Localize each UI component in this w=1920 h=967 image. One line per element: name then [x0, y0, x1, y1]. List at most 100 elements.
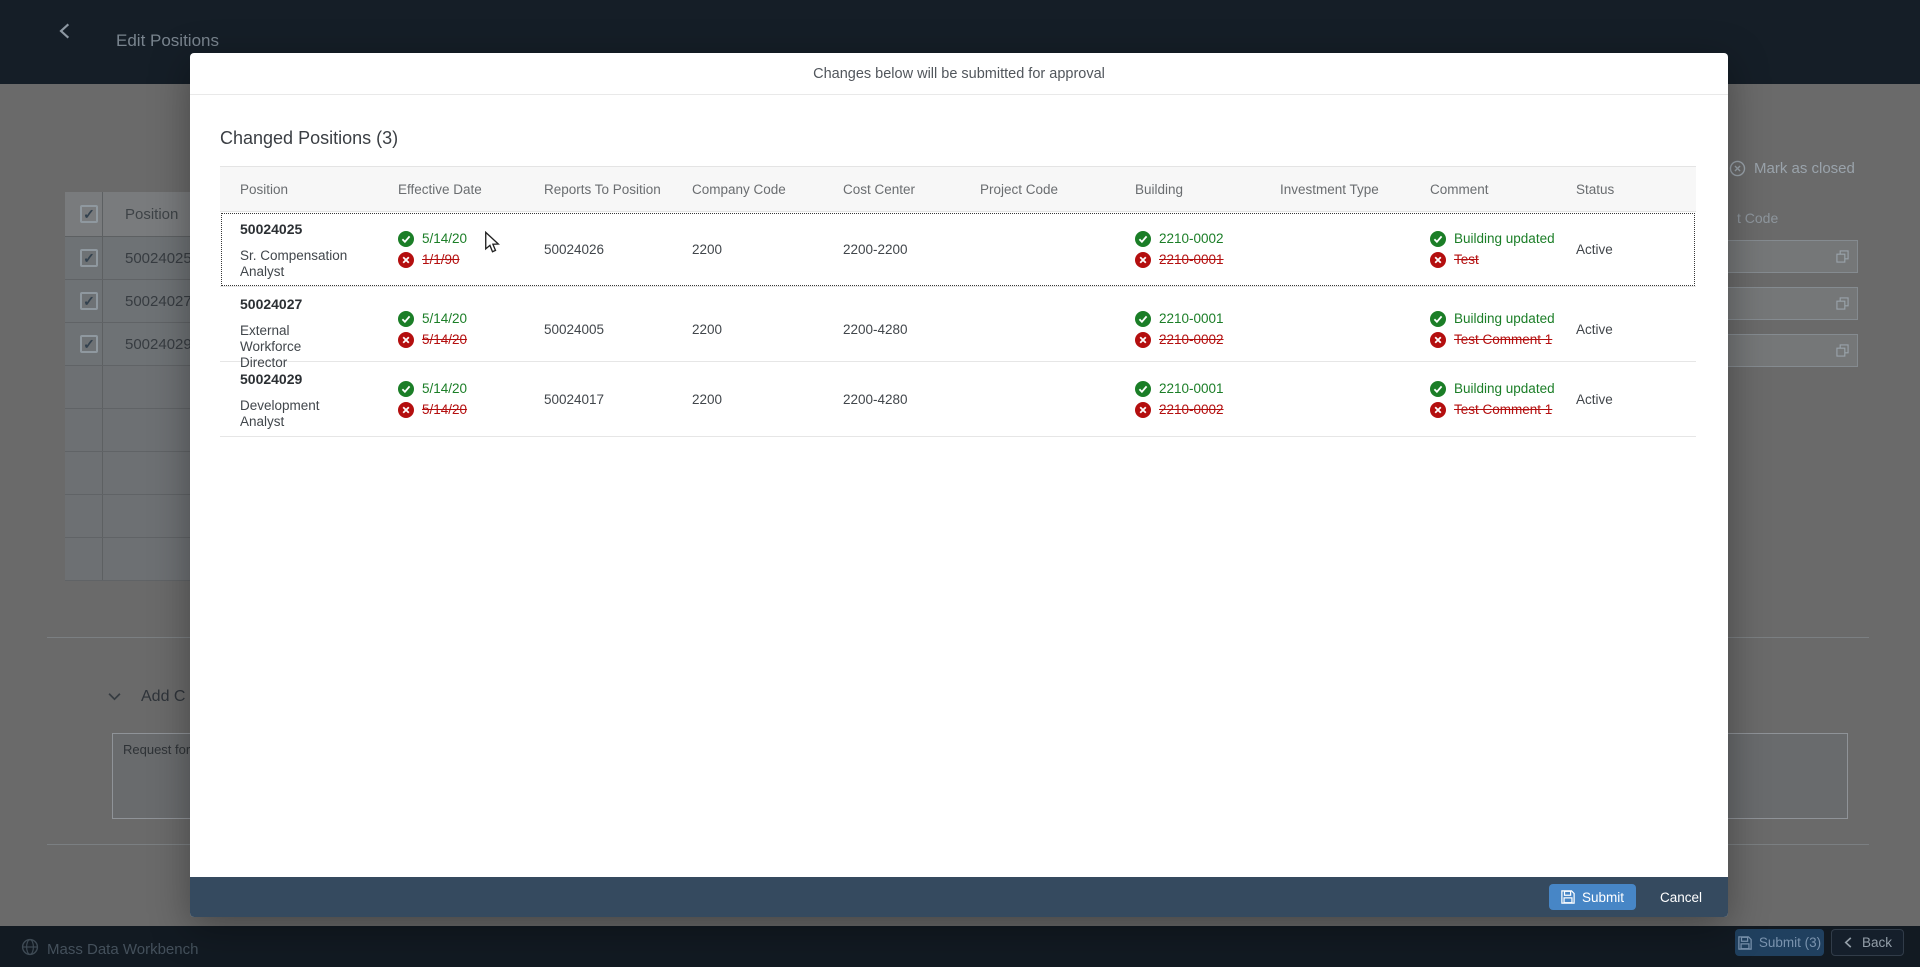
column-header: Project Code	[980, 181, 1059, 197]
decline-circle-icon	[1430, 401, 1446, 418]
table-row[interactable]: 50024029 Development Analyst 5/14/20 5/1…	[220, 362, 1696, 437]
check-circle-icon	[398, 380, 414, 397]
old-value: 5/14/20	[422, 332, 468, 347]
column-header: Investment Type	[1280, 181, 1379, 197]
submit-label: Submit	[1581, 889, 1624, 905]
globe-icon	[21, 938, 39, 960]
page-submit-label: Submit (3)	[1758, 935, 1822, 950]
column-header: Comment	[1430, 181, 1489, 197]
product-label-group: Mass Data Workbench	[21, 938, 198, 960]
status-cell: Active	[1576, 241, 1613, 257]
chevron-left-icon	[1843, 937, 1854, 948]
background-partial-column-header: t Code	[1737, 210, 1779, 226]
column-header: Position	[240, 181, 289, 197]
old-value: 2210-0002	[1159, 332, 1224, 347]
decline-circle-icon	[398, 251, 414, 268]
cancel-button[interactable]: Cancel	[1659, 889, 1702, 905]
back-chevron-icon	[57, 23, 73, 39]
submit-button[interactable]: Submit	[1548, 884, 1636, 910]
background-position-id: 50024029	[125, 335, 192, 353]
company-code-cell: 2200	[692, 241, 723, 257]
old-value: 5/14/20	[422, 402, 468, 417]
approval-dialog: Changes below will be submitted for appr…	[190, 53, 1728, 917]
changed-positions-rows: 50024025 Sr. Compensation Analyst 5/14/2…	[220, 212, 1696, 437]
comment-cell: Building updated Test Comment 1	[1410, 380, 1556, 418]
add-section-label: Add C	[141, 688, 186, 705]
new-value: 5/14/20	[422, 311, 468, 326]
value-help-icon	[1836, 344, 1849, 362]
position-cell: 50024029 Development Analyst	[220, 362, 378, 430]
row-checkbox: ✓	[80, 335, 98, 353]
column-header: Effective Date	[398, 181, 482, 197]
dialog-footer: Submit Cancel	[190, 877, 1728, 917]
decline-circle-icon	[1135, 251, 1151, 268]
position-title: External Workforce Director	[240, 323, 302, 370]
page-title: Edit Positions	[116, 31, 219, 50]
dialog-title: Changes below will be submitted for appr…	[190, 53, 1728, 95]
check-circle-icon	[1430, 310, 1446, 327]
new-value: 2210-0002	[1159, 231, 1224, 246]
position-cell: 50024025 Sr. Compensation Analyst	[220, 212, 378, 280]
new-value: 5/14/20	[422, 231, 468, 246]
cost-center-cell: 2200-4280	[843, 391, 908, 407]
product-label: Mass Data Workbench	[47, 940, 199, 958]
table-row[interactable]: 50024025 Sr. Compensation Analyst 5/14/2…	[220, 212, 1696, 287]
new-value: 5/14/20	[422, 381, 468, 396]
old-value: Test	[1454, 252, 1479, 267]
decline-circle-icon	[398, 401, 414, 418]
new-value: Building updated	[1454, 311, 1555, 326]
position-id: 50024027	[240, 296, 303, 312]
position-cell: 50024027 External Workforce Director	[220, 287, 378, 371]
column-header: Status	[1576, 181, 1615, 197]
column-header: Cost Center	[843, 181, 916, 197]
background-position-id: 50024025	[125, 249, 192, 267]
select-all-checkbox: ✓	[80, 205, 98, 223]
save-icon	[1561, 890, 1575, 904]
decline-circle-icon	[1430, 251, 1446, 268]
reports-to-cell: 50024017	[544, 391, 605, 407]
reports-to-cell: 50024005	[544, 321, 605, 337]
check-circle-icon	[1135, 230, 1151, 247]
changed-positions-title: Changed Positions (3)	[220, 128, 399, 148]
building-cell: 2210-0002 2210-0001	[1115, 230, 1260, 268]
comment-cell: Building updated Test Comment 1	[1410, 310, 1556, 348]
status-cell: Active	[1576, 321, 1613, 337]
cost-center-cell: 2200-2200	[843, 241, 908, 257]
effective-date-cell: 5/14/20 1/1/90	[378, 230, 524, 268]
company-code-cell: 2200	[692, 391, 723, 407]
value-help-icon	[1836, 297, 1849, 315]
column-header: Building	[1135, 181, 1184, 197]
row-checkbox: ✓	[80, 249, 98, 267]
check-circle-icon	[1430, 380, 1446, 397]
position-id: 50024025	[240, 221, 303, 237]
changed-positions-table: Position Effective Date Reports To Positio…	[220, 166, 1696, 437]
effective-date-cell: 5/14/20 5/14/20	[378, 310, 524, 348]
page-submit-button: Submit (3)	[1735, 929, 1824, 956]
table-header-row: Position Effective Date Reports To Positio…	[220, 166, 1696, 212]
chevron-down-icon	[108, 690, 121, 708]
decline-circle-icon	[1135, 331, 1151, 348]
old-value: 2210-0002	[1159, 402, 1224, 417]
decline-circle-outline-icon	[1729, 160, 1746, 177]
old-value: Test Comment 1	[1454, 402, 1553, 417]
company-code-cell: 2200	[692, 321, 723, 337]
add-comment-section-header: Add C	[108, 686, 185, 708]
check-circle-icon	[1135, 310, 1151, 327]
value-help-icon	[1836, 250, 1849, 268]
new-value: 2210-0001	[1159, 311, 1224, 326]
cost-center-cell: 2200-4280	[843, 321, 908, 337]
decline-circle-icon	[1135, 401, 1151, 418]
column-header: Company Code	[692, 181, 786, 197]
old-value: 2210-0001	[1159, 252, 1224, 267]
status-cell: Active	[1576, 391, 1613, 407]
table-row[interactable]: 50024027 External Workforce Director 5/1…	[220, 287, 1696, 370]
page-back-button: Back	[1831, 929, 1904, 956]
building-cell: 2210-0001 2210-0002	[1115, 380, 1260, 418]
row-checkbox: ✓	[80, 292, 98, 310]
check-circle-icon	[398, 310, 414, 327]
mark-as-closed-button: Mark as closed	[1729, 160, 1855, 177]
background-position-id: 50024027	[125, 292, 192, 310]
save-icon	[1738, 935, 1752, 950]
check-circle-icon	[398, 230, 414, 247]
reports-to-cell: 50024026	[544, 241, 605, 257]
